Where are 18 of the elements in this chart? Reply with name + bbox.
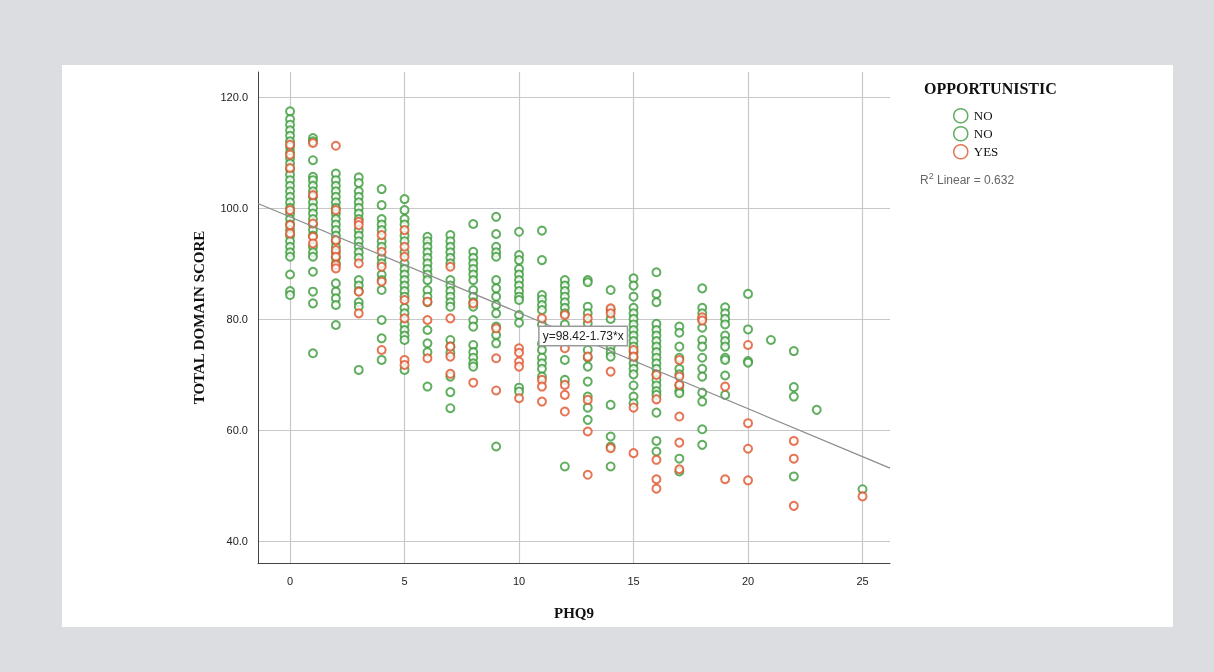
y-tick-label: 60.0 — [226, 423, 248, 436]
y-tick-label: 120.0 — [220, 90, 248, 103]
x-tick-label: 10 — [512, 574, 526, 587]
legend-title: OPPORTUNISTIC — [924, 79, 1057, 97]
x-tick-label: 5 — [401, 574, 408, 587]
x-tick-label: 20 — [741, 574, 755, 587]
legend-label: YES — [973, 144, 999, 160]
x-tick-label: 25 — [856, 574, 869, 587]
y-axis-title: TOTAL DOMAIN SCORE — [190, 230, 207, 405]
annotation: y=98.42-1.73*x — [542, 329, 624, 344]
y-tick-label: 100.0 — [220, 201, 248, 214]
x-axis-title: PHQ9 — [554, 604, 594, 621]
legend-label: NO — [973, 126, 993, 142]
legend-label: NO — [973, 108, 993, 124]
x-tick-label: 15 — [627, 574, 640, 587]
y-tick-label: 40.0 — [226, 534, 248, 547]
y-tick-label: 80.0 — [226, 312, 248, 325]
x-tick-label: 0 — [287, 574, 294, 587]
